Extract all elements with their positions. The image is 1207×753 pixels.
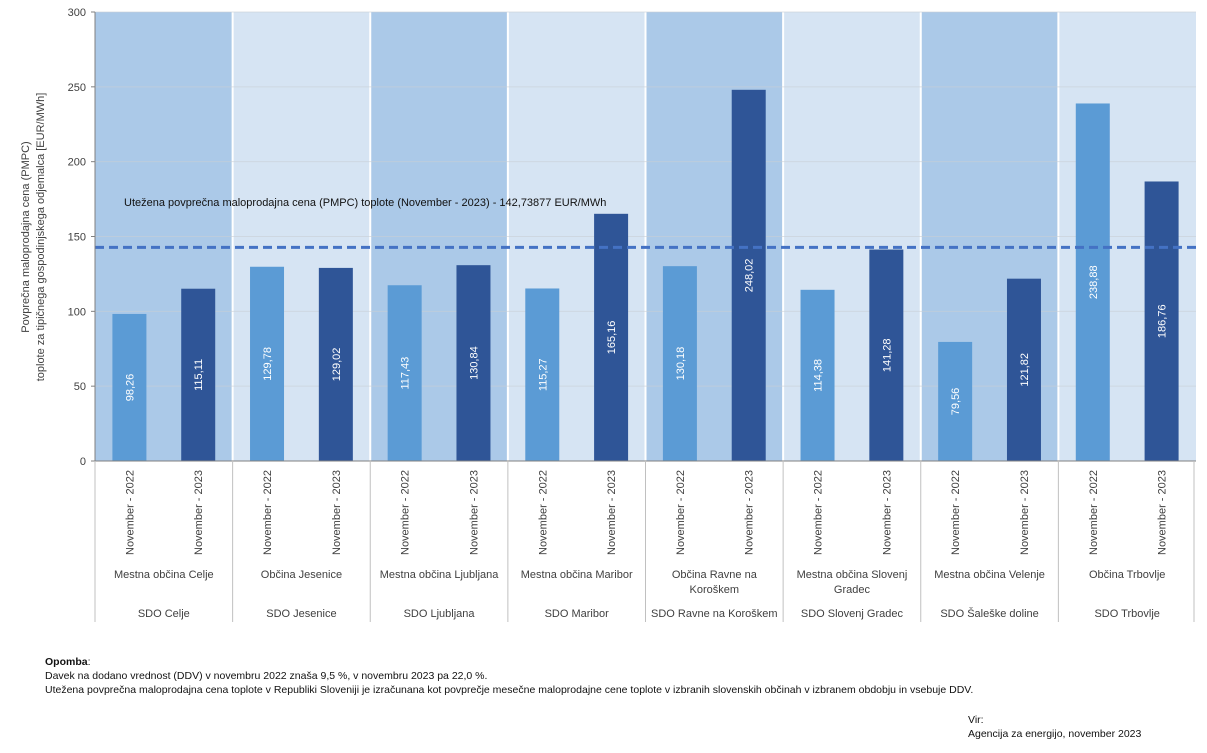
- x-group-label: Mestna občina Velenje: [934, 569, 1045, 581]
- bar-value-label: 129,02: [331, 348, 343, 382]
- x-sdo-label: SDO Trbovlje: [1094, 608, 1159, 620]
- source-line1: Vir:: [968, 714, 984, 726]
- y-axis-label-line2: toplote za tipičnega gospodinjskega odje…: [35, 93, 47, 382]
- x-series-label: November - 2022: [400, 470, 412, 555]
- average-line-label: Utežena povprečna maloprodajna cena (PMP…: [124, 197, 606, 209]
- notes-line1: Davek na dodano vrednost (DDV) v novembr…: [45, 670, 488, 682]
- x-series-label: November - 2023: [1157, 470, 1169, 555]
- bar-2023: [1006, 278, 1041, 461]
- source: Vir: Agencija za energijo, november 2023: [968, 713, 1141, 741]
- x-sdo-label: SDO Maribor: [545, 608, 610, 620]
- x-sdo-label: SDO Slovenj Gradec: [801, 608, 904, 620]
- y-axis-label-line1: Povprečna maloprodajna cena (PMPC): [20, 141, 32, 332]
- x-series-label: November - 2023: [193, 470, 205, 555]
- y-tick-label: 150: [68, 232, 86, 244]
- x-sdo-label: SDO Šaleške doline: [940, 607, 1038, 620]
- bar-value-label: 117,43: [400, 357, 412, 390]
- notes-title-suffix: :: [87, 656, 91, 668]
- x-group-label: Gradec: [834, 584, 871, 596]
- bar-2022: [800, 289, 835, 461]
- bar-2022: [112, 313, 147, 461]
- bar-2023: [181, 288, 216, 461]
- notes-line2: Utežena povprečna maloprodajna cena topl…: [45, 684, 974, 696]
- y-tick-label: 250: [68, 82, 86, 94]
- bar-value-label: 79,56: [950, 388, 962, 416]
- bar-2022: [525, 288, 560, 461]
- x-series-label: November - 2022: [124, 470, 136, 555]
- x-sdo-label: SDO Jesenice: [266, 608, 336, 620]
- y-tick-label: 300: [68, 7, 86, 19]
- x-group-label: Mestna občina Celje: [114, 569, 214, 581]
- x-sdo-label: SDO Ljubljana: [404, 608, 476, 620]
- bar-value-label: 165,16: [606, 321, 618, 355]
- bar-value-label: 130,18: [675, 347, 687, 381]
- x-series-label: November - 2023: [1019, 470, 1031, 555]
- bar-value-label: 114,38: [813, 359, 825, 392]
- bar-2023: [731, 89, 766, 462]
- x-group-label: Koroškem: [690, 584, 740, 596]
- bar-value-label: 248,02: [744, 259, 756, 293]
- bar-value-label: 141,28: [881, 338, 893, 372]
- bar-value-label: 186,76: [1157, 304, 1169, 338]
- x-group-label: Mestna občina Slovenj: [797, 569, 908, 581]
- y-tick-label: 0: [80, 456, 86, 468]
- y-tick-label: 200: [68, 157, 86, 169]
- bar-value-label: 115,27: [537, 358, 549, 391]
- x-sdo-label: SDO Celje: [138, 608, 190, 620]
- y-tick-label: 50: [74, 381, 86, 393]
- x-series-label: November - 2022: [537, 470, 549, 555]
- x-series-label: November - 2023: [331, 470, 343, 555]
- bar-2022: [1075, 103, 1110, 462]
- notes-title: Opomba: [45, 656, 88, 668]
- x-series-label: November - 2022: [813, 470, 825, 555]
- x-group-label: Občina Trbovlje: [1089, 569, 1165, 581]
- bar-value-label: 98,26: [124, 374, 136, 402]
- bar-2023: [869, 249, 904, 461]
- bar-2022: [938, 341, 973, 461]
- x-series-label: November - 2022: [675, 470, 687, 555]
- source-line2: Agencija za energijo, november 2023: [968, 728, 1142, 740]
- bar-2023: [594, 213, 629, 461]
- notes: Opomba: Davek na dodano vrednost (DDV) v…: [45, 655, 973, 697]
- x-series-label: November - 2022: [262, 470, 274, 555]
- bar-value-label: 238,88: [1088, 265, 1100, 299]
- bar-value-label: 130,84: [468, 346, 480, 380]
- x-group-label: Občina Jesenice: [261, 569, 342, 581]
- x-series-label: November - 2023: [606, 470, 618, 555]
- x-sdo-label: SDO Ravne na Koroškem: [651, 608, 778, 620]
- bar-2022: [662, 266, 697, 461]
- bar-value-label: 115,11: [193, 359, 205, 391]
- bar-2023: [318, 267, 353, 461]
- bar-chart: 98,26 115,11 129,78 129,02 117,43 130,84 115,2…: [20, 7, 1196, 622]
- x-series-label: November - 2022: [950, 470, 962, 555]
- bar-2023: [456, 265, 491, 461]
- bar-2022: [250, 266, 285, 461]
- y-tick-label: 100: [68, 306, 86, 318]
- bar-value-label: 121,82: [1019, 353, 1031, 387]
- x-series-label: November - 2023: [744, 470, 756, 555]
- x-group-label: Mestna občina Ljubljana: [380, 569, 500, 581]
- x-group-label: Občina Ravne na: [672, 569, 758, 581]
- bar-2023: [1144, 181, 1179, 461]
- bar-2022: [387, 285, 422, 461]
- x-series-label: November - 2023: [881, 470, 893, 555]
- x-series-label: November - 2023: [468, 470, 480, 555]
- x-series-label: November - 2022: [1088, 470, 1100, 555]
- x-group-label: Mestna občina Maribor: [521, 569, 633, 581]
- bar-value-label: 129,78: [262, 347, 274, 381]
